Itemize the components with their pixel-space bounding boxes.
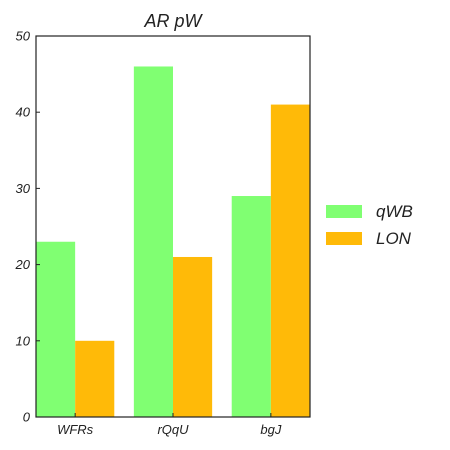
- y-tick-label: 10: [16, 333, 31, 348]
- bar-qWB-bgJ: [231, 196, 271, 417]
- x-tick-label: rQqU: [157, 422, 189, 437]
- bar-qWB-WFRs: [36, 241, 76, 417]
- y-tick-label: 40: [16, 105, 31, 120]
- legend: qWB LON: [326, 202, 413, 248]
- bar-LON-bgJ: [270, 104, 310, 417]
- bars-layer: [36, 66, 310, 417]
- bar-LON-rQqU: [173, 256, 213, 417]
- y-tick-label: 20: [15, 257, 31, 272]
- legend-label-LON: LON: [376, 229, 412, 248]
- x-tick-label: bgJ: [260, 422, 281, 437]
- x-tick-label: WFRs: [57, 422, 94, 437]
- legend-label-qWB: qWB: [376, 202, 413, 221]
- y-axis: 0 10 20 30 40 50: [15, 29, 40, 425]
- y-tick-label: 30: [16, 181, 31, 196]
- y-tick-label: 0: [23, 410, 31, 425]
- y-tick-label: 50: [16, 29, 31, 44]
- chart-title: AR pW: [143, 11, 203, 31]
- x-axis: WFRs rQqU bgJ: [57, 413, 282, 437]
- legend-swatch-LON: [326, 232, 362, 245]
- bar-qWB-rQqU: [133, 66, 173, 417]
- legend-swatch-qWB: [326, 205, 362, 218]
- bar-LON-WFRs: [75, 340, 115, 417]
